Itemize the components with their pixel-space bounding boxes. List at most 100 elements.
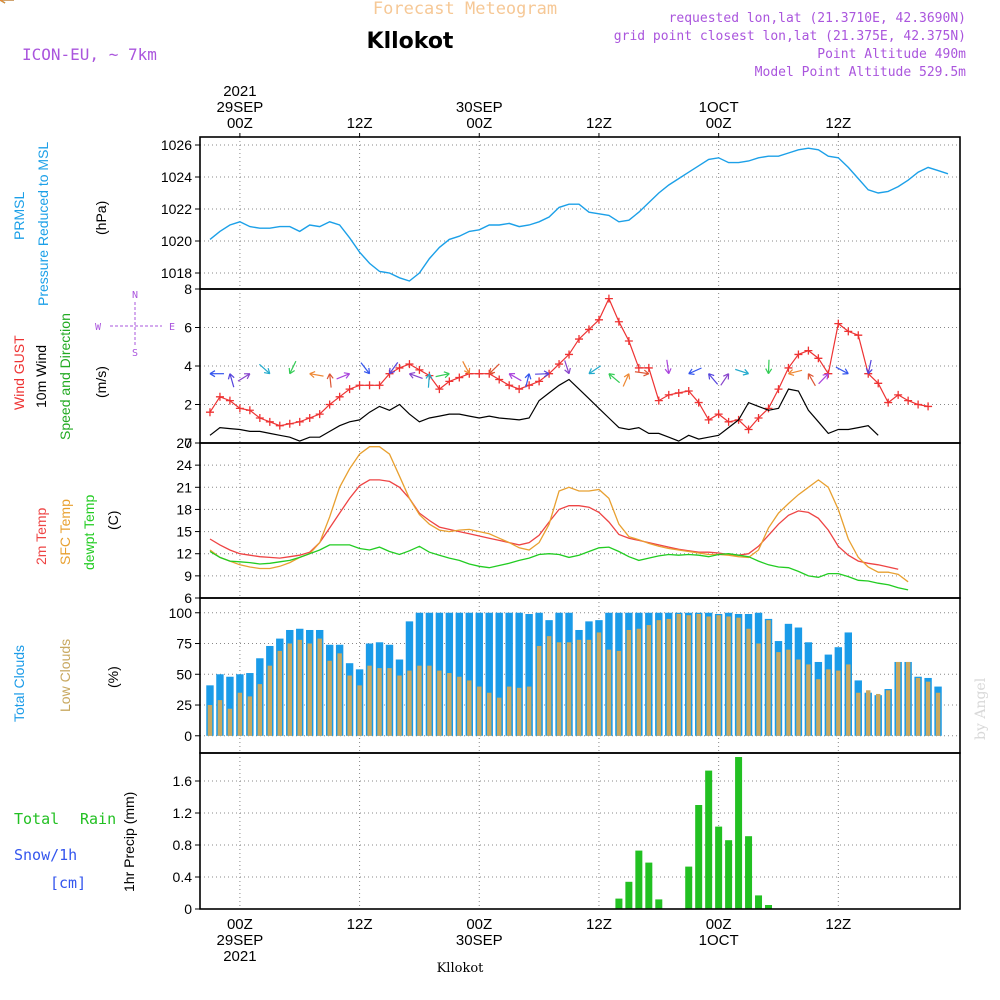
total-cloud-bar <box>505 612 513 736</box>
wind-gust-marker <box>614 317 623 326</box>
wind-direction-arrow <box>688 367 702 376</box>
snow-label: Snow/1h <box>14 846 77 864</box>
temp-dewpt-label: dewpt Temp <box>81 495 97 570</box>
pressure-panel-labels: PRMSL Pressure Reduced to MSL (hPa) <box>11 142 109 306</box>
cloud-panel-labels: Total Clouds Low Clouds (%) <box>11 639 121 722</box>
wind-direction-arrow <box>408 372 423 380</box>
wind-gust-marker <box>754 413 763 422</box>
wind-arrow-shaft <box>488 363 500 375</box>
temperature-panel-border <box>199 442 961 599</box>
temp-dewpt-line <box>209 544 909 591</box>
wind-arrow-shaft <box>735 368 749 375</box>
wind-gust-marker <box>325 400 334 409</box>
y-tick-label: 0 <box>184 728 192 744</box>
wind-direction-arrow <box>326 373 334 388</box>
wind-arrow-shaft <box>329 373 332 388</box>
low-cloud-bar <box>796 659 801 736</box>
wind-gust-marker <box>435 385 444 394</box>
wind-gust-marker <box>844 327 853 336</box>
low-cloud-bar <box>776 652 781 736</box>
wind-gust-marker <box>295 417 304 426</box>
wind-gust-marker <box>495 375 504 384</box>
wind-arrow-head <box>807 373 814 380</box>
point-altitude: Point Altitude 490m <box>817 47 966 62</box>
low-cloud-bar <box>746 628 751 736</box>
compass-s: S <box>132 348 138 359</box>
temp-unit: (C) <box>105 511 121 530</box>
wind-gust-marker <box>604 294 613 303</box>
wind-speed-line <box>209 378 879 442</box>
wind-gust-marker <box>684 387 693 396</box>
low-cloud-bar <box>636 628 642 736</box>
total-cloud-bar <box>495 612 503 736</box>
snow-unit: [cm] <box>50 874 86 892</box>
wind-gust-marker <box>894 390 903 399</box>
wind-arrow-shaft <box>688 367 702 375</box>
wind-arrow-head <box>543 370 550 378</box>
low-cloud-bar <box>626 629 632 736</box>
wind-arrow-shaft <box>720 373 730 386</box>
low-cloud-bar <box>556 642 562 736</box>
wind-gust-marker <box>704 415 713 424</box>
wind-gust-marker <box>794 350 803 359</box>
wind-arrow-head <box>623 373 631 380</box>
meteogram-subtitle: Forecast Meteogram <box>373 0 557 19</box>
wind-arrow-shaft <box>336 373 350 380</box>
rain-label: Rain <box>80 810 116 828</box>
total-cloud-bar <box>475 612 483 736</box>
wind-gust-marker <box>255 413 264 422</box>
total-cloud-bar <box>485 612 493 736</box>
y-tick-label: 75 <box>176 636 192 652</box>
wind-arrow-head <box>765 368 773 375</box>
low-cloud-bar <box>217 700 223 736</box>
low-cloud-bar <box>297 639 302 736</box>
y-tick-label: 1022 <box>161 201 192 217</box>
total-cloud-bar <box>465 612 473 736</box>
low-cloud-bar <box>706 616 711 736</box>
rain-bar <box>725 840 733 909</box>
top-time-label: 2021 <box>223 83 256 100</box>
low-cloud-bar <box>327 660 332 736</box>
top-time-label: 00Z <box>466 115 492 132</box>
wind-gust-marker <box>584 325 593 334</box>
wind-arrow-head <box>588 368 595 375</box>
low-cloud-bar <box>826 669 831 736</box>
precip-panel: 0 0.4 0.8 1.2 1.6 <box>173 753 960 917</box>
low-cloud-bar <box>786 649 791 736</box>
temp-2m-label: 2m Temp <box>33 507 49 565</box>
bottom-time-label: 00Z <box>706 916 732 933</box>
bottom-time-label: 2021 <box>223 948 256 965</box>
wind-arrow-shaft <box>237 373 251 382</box>
wind-arrow-head <box>788 369 795 376</box>
low-cloud-bar <box>347 675 352 736</box>
low-cloud-bar <box>726 616 731 736</box>
y-tick-label: 4 <box>184 358 192 374</box>
wind-arrow-head <box>643 369 650 377</box>
wind-arrow-shaft <box>666 359 670 374</box>
low-cloud-bar <box>596 632 602 736</box>
low-cloud-bar <box>247 696 253 736</box>
wind-gust-marker <box>475 369 484 378</box>
wind-direction-arrow <box>309 371 324 378</box>
wind-arrow-shaft <box>259 363 271 375</box>
rain-bar <box>635 850 643 909</box>
low-cloud-bar <box>417 665 422 736</box>
bottom-time-label: 12Z <box>586 916 612 933</box>
low-cloud-bar <box>576 639 582 736</box>
wind-arrow-shaft <box>389 362 399 375</box>
wind-panel-labels: Wind GUST 10m Wind Speed and Direction (… <box>11 313 109 440</box>
meteogram-panels: 1018102010221024102602468691215182124270… <box>0 0 961 917</box>
wind-gust-marker <box>884 398 893 407</box>
rain-bar <box>745 836 753 909</box>
low-cloud-bar <box>387 668 392 736</box>
low-cloud-bar <box>437 670 442 736</box>
bottom-time-label: 30SEP <box>456 932 503 949</box>
wind-arrow-shaft <box>427 373 430 388</box>
wind-arrow-head <box>524 373 532 380</box>
low-cloud-bar <box>836 670 841 736</box>
y-tick-label: 21 <box>176 479 192 495</box>
low-cloud-bar <box>447 673 452 736</box>
